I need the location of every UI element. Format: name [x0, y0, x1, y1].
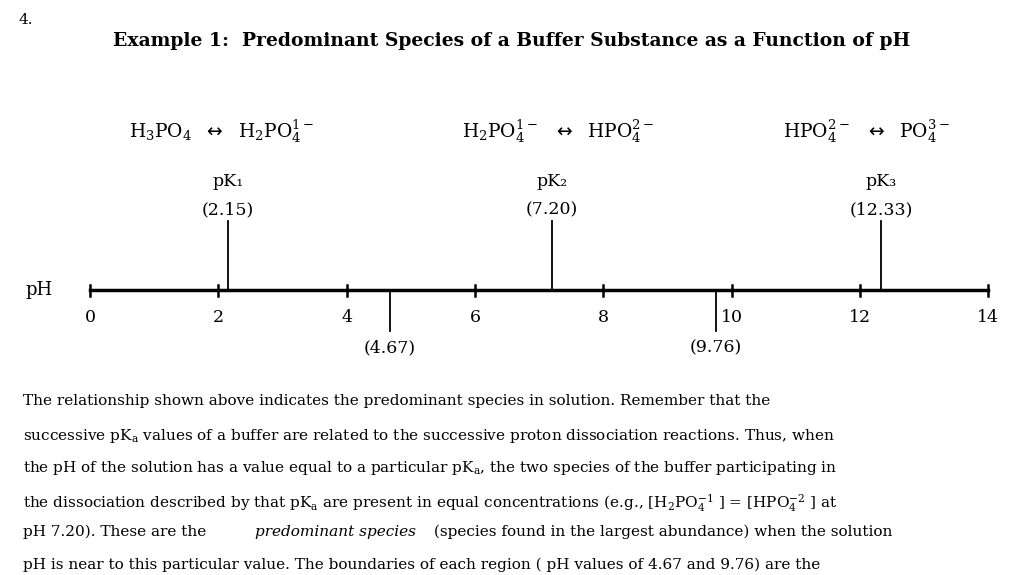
Text: $\mathregular{HPO_4^{2-}}$  $\leftrightarrow$  $\mathregular{PO_4^{3-}}$: $\mathregular{HPO_4^{2-}}$ $\leftrightar… — [782, 119, 950, 145]
Text: pH 7.20). These are the: pH 7.20). These are the — [23, 525, 211, 539]
Text: (4.67): (4.67) — [364, 339, 416, 356]
Text: (7.20): (7.20) — [526, 201, 579, 218]
Text: The relationship shown above indicates the predominant species in solution. Reme: The relationship shown above indicates t… — [23, 394, 770, 408]
Text: pK₁: pK₁ — [212, 172, 244, 190]
Text: the pH of the solution has a value equal to a particular pK$\mathregular{_a}$, t: the pH of the solution has a value equal… — [23, 459, 837, 477]
Text: (9.76): (9.76) — [690, 339, 742, 356]
Text: 2: 2 — [213, 309, 224, 326]
Text: 10: 10 — [721, 309, 742, 326]
Text: 12: 12 — [849, 309, 871, 326]
Text: $\mathregular{H_3PO_4}$  $\leftrightarrow$  $\mathregular{H_2PO_4^{1-}}$: $\mathregular{H_3PO_4}$ $\leftrightarrow… — [129, 119, 314, 145]
Text: pH is near to this particular value. The boundaries of each region ( pH values o: pH is near to this particular value. The… — [23, 558, 820, 572]
Text: pK₃: pK₃ — [865, 172, 897, 190]
Text: (species found in the largest abundance) when the solution: (species found in the largest abundance)… — [429, 525, 893, 539]
Text: the dissociation described by that pK$\mathregular{_a}$ are present in equal con: the dissociation described by that pK$\m… — [23, 492, 838, 514]
Text: 6: 6 — [469, 309, 480, 326]
Text: 8: 8 — [598, 309, 609, 326]
Text: (12.33): (12.33) — [849, 201, 912, 218]
Text: pK₂: pK₂ — [537, 172, 567, 190]
Text: Example 1:  Predominant Species of a Buffer Substance as a Function of pH: Example 1: Predominant Species of a Buff… — [114, 32, 910, 49]
Text: 4: 4 — [341, 309, 352, 326]
Text: pH: pH — [26, 281, 52, 300]
Text: $\mathregular{H_2PO_4^{1-}}$  $\leftrightarrow$  $\mathregular{HPO_4^{2-}}$: $\mathregular{H_2PO_4^{1-}}$ $\leftright… — [462, 119, 654, 145]
Text: successive pK$\mathregular{_a}$ values of a buffer are related to the successive: successive pK$\mathregular{_a}$ values o… — [23, 427, 835, 444]
Text: 14: 14 — [977, 309, 999, 326]
Text: (2.15): (2.15) — [202, 201, 254, 218]
Text: predominant species: predominant species — [255, 525, 416, 539]
Text: 4.: 4. — [18, 13, 33, 27]
Text: 0: 0 — [85, 309, 95, 326]
